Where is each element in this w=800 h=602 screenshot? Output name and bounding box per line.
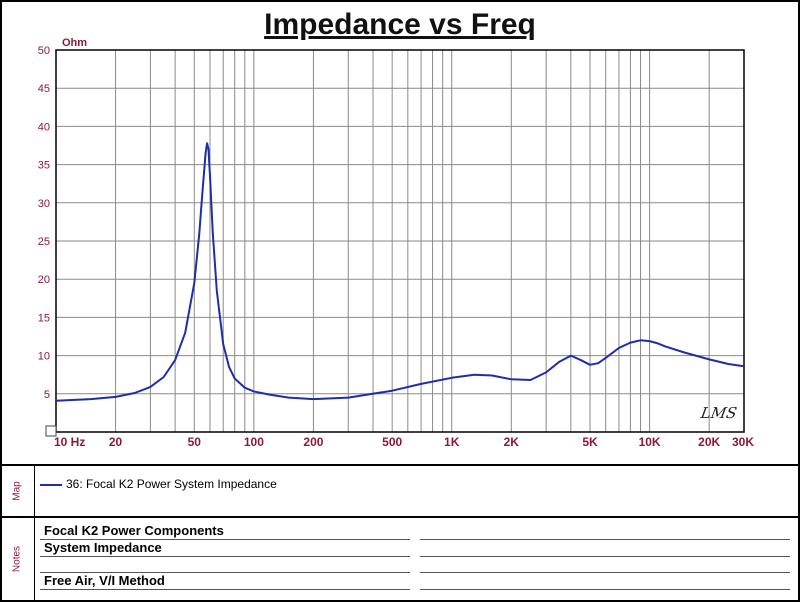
x-tick-label: 20	[109, 435, 123, 449]
notes-panel-top-border	[0, 516, 800, 518]
y-tick-label: 10	[38, 351, 50, 363]
note-rule-right-4	[420, 589, 790, 590]
note-line-4: Free Air, V/I Method	[44, 573, 165, 588]
map-panel-label: Map	[11, 481, 23, 501]
note-rule-left-2	[40, 556, 410, 557]
chart-title: Impedance vs Freq	[264, 8, 536, 41]
x-tick-label: 100	[244, 435, 264, 449]
y-tick-label: 50	[38, 45, 50, 57]
impedance-series-line	[55, 142, 745, 402]
y-tick-label: 45	[38, 83, 50, 95]
x-tick-label: 500	[382, 435, 402, 449]
note-rule-right-2	[420, 556, 790, 557]
y-tick-label: 40	[38, 121, 50, 133]
lms-logo: LMS	[699, 404, 739, 422]
y-tick-label: 15	[38, 312, 50, 324]
y-tick-label: 5	[44, 389, 50, 401]
x-tick-label: 5K	[582, 435, 598, 449]
map-panel-top-border	[0, 464, 800, 466]
note-rule-right-3	[420, 572, 790, 573]
x-tick-label: 10 Hz	[54, 435, 85, 449]
legend-entry: 36: Focal K2 Power System Impedance	[66, 477, 277, 491]
corner-zoom-icon	[45, 425, 57, 437]
y-axis-label: Ohm	[62, 37, 87, 49]
x-tick-label: 20K	[698, 435, 720, 449]
map-panel-label-box: Map	[0, 466, 35, 516]
x-tick-label: 200	[303, 435, 323, 449]
y-tick-label: 25	[38, 236, 50, 248]
plot-border	[55, 49, 745, 433]
note-rule-left-1	[40, 539, 410, 540]
notes-panel-label: Notes	[11, 545, 23, 573]
notes-panel-label-box: Notes	[0, 518, 35, 600]
legend-swatch	[40, 484, 62, 486]
x-tick-label: 50	[188, 435, 202, 449]
y-tick-label: 30	[38, 198, 50, 210]
x-tick-label: 30K	[732, 435, 754, 449]
x-tick-label: 2K	[504, 435, 520, 449]
note-rule-left-3	[40, 572, 410, 573]
note-line-2: System Impedance	[44, 540, 162, 555]
note-rule-left-4	[40, 589, 410, 590]
note-line-1: Focal K2 Power Components	[44, 523, 224, 538]
y-tick-label: 20	[38, 274, 50, 286]
note-rule-right-1	[420, 539, 790, 540]
x-tick-label: 1K	[444, 435, 460, 449]
y-tick-label: 35	[38, 160, 50, 172]
x-tick-label: 10K	[639, 435, 661, 449]
